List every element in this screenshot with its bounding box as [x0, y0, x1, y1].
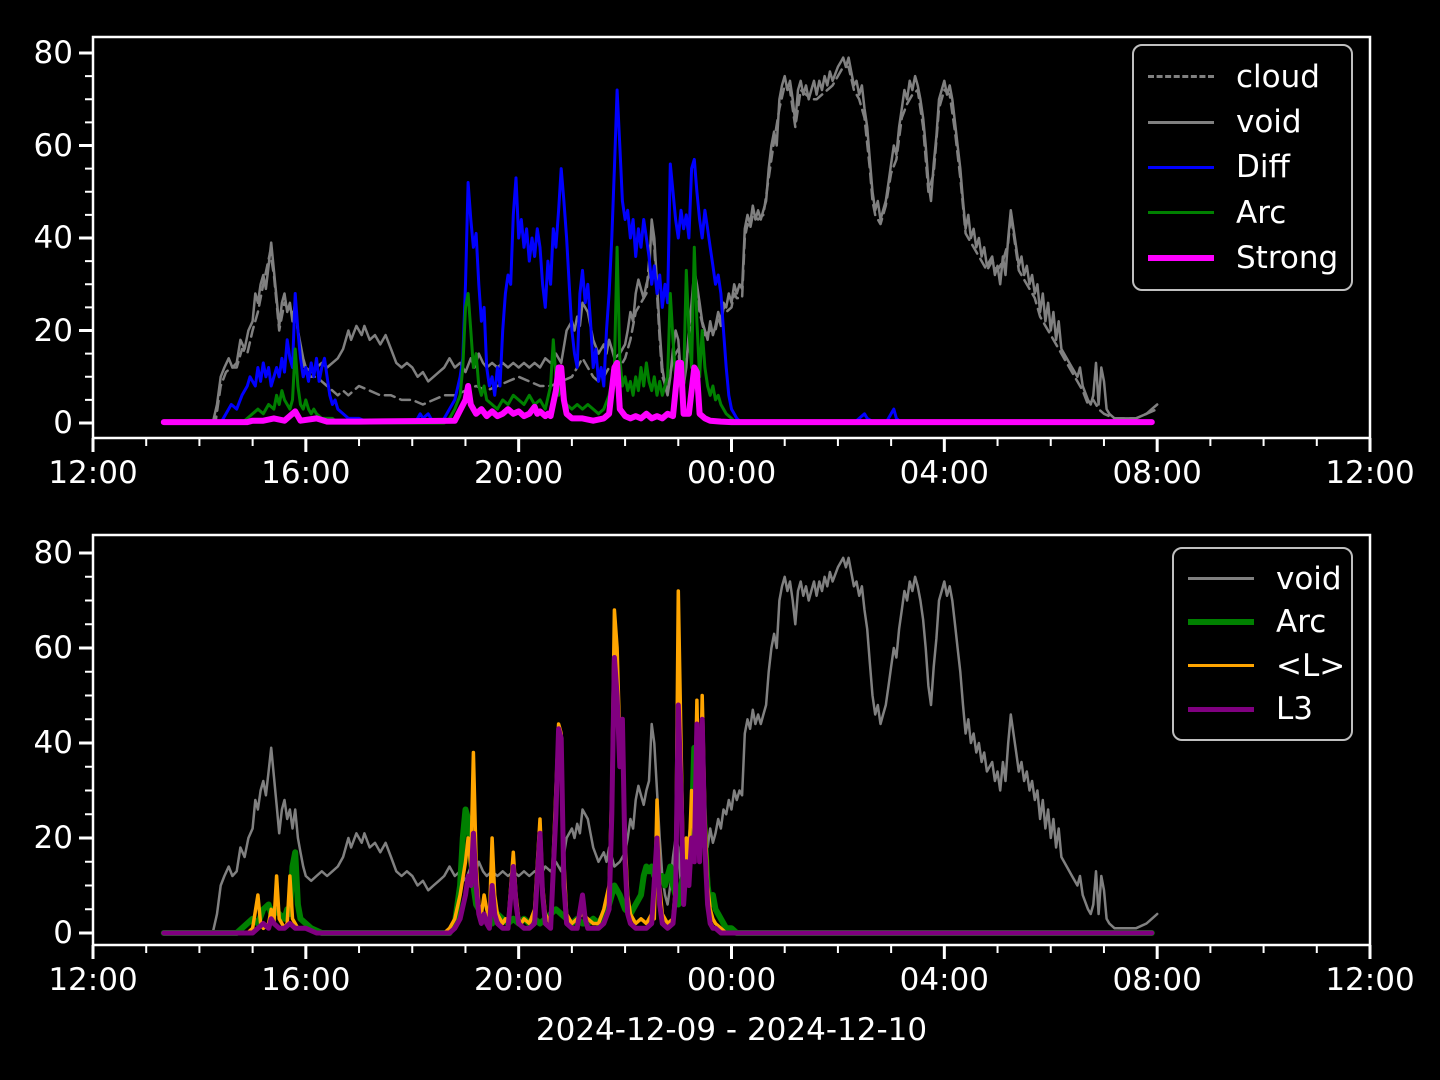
y-tick-label: 60	[33, 630, 73, 666]
cloud-line-sample	[1148, 75, 1214, 79]
x-axis-label: 2024-12-09 - 2024-12-10	[535, 1012, 928, 1048]
x-tick-label: 20:00	[473, 962, 564, 998]
x-tick-label: 04:00	[899, 962, 989, 998]
x-tick-label: 20:00	[473, 455, 564, 491]
x-tick-label: 12:00	[48, 962, 138, 998]
series-strong-chart0	[160, 359, 1155, 426]
x-tick-label: 12:00	[1325, 962, 1415, 998]
strong-line-sample	[1148, 255, 1214, 262]
legend-entry-l3: L3	[1188, 691, 1337, 727]
bottom-legend: void Arc <L> L3	[1172, 547, 1353, 741]
legend-entry-arc2: Arc	[1188, 604, 1337, 640]
legend-label-diff: Diff	[1236, 149, 1290, 186]
series-void-chart0	[162, 56, 1159, 425]
y-tick-label: 80	[33, 35, 73, 71]
legend-entry-void2: void	[1188, 561, 1342, 597]
y-tick-label: 0	[53, 405, 73, 441]
arc2-line-sample	[1188, 619, 1254, 626]
legend-label-arc: Arc	[1236, 194, 1287, 231]
legend-entry-cloud: cloud	[1148, 59, 1337, 95]
legend-entry-strong: Strong	[1148, 240, 1339, 277]
series-arc-chart0	[162, 245, 1154, 425]
legend-label-void: void	[1236, 104, 1302, 141]
diff-line-sample	[1148, 165, 1214, 169]
series-l3-chart1	[161, 655, 1155, 936]
legend-label-arc2: Arc	[1276, 604, 1327, 641]
x-tick-label: 12:00	[48, 455, 138, 491]
legend-entry-l-mean: <L>	[1188, 648, 1345, 684]
x-tick-label: 12:00	[1325, 455, 1415, 491]
legend-label-strong: Strong	[1236, 240, 1339, 277]
y-tick-label: 80	[33, 535, 73, 571]
x-tick-label: 08:00	[1112, 962, 1202, 998]
legend-label-cloud: cloud	[1236, 58, 1320, 95]
y-tick-label: 60	[33, 127, 73, 164]
arc-line-sample	[1148, 211, 1214, 215]
l-mean-line-sample	[1188, 664, 1254, 668]
legend-label-void2: void	[1276, 560, 1342, 597]
legend-label-l3: L3	[1276, 691, 1313, 728]
series-cloud-chart0	[162, 65, 1159, 425]
l3-line-sample	[1188, 706, 1254, 712]
x-tick-label: 04:00	[899, 455, 989, 491]
legend-label-l-mean: <L>	[1276, 647, 1346, 684]
x-tick-label: 16:00	[261, 455, 351, 491]
top-legend: cloud void Diff Arc Strong	[1132, 44, 1353, 291]
series-diff-chart0	[162, 88, 1154, 425]
x-tick-label: 00:00	[686, 962, 777, 998]
y-tick-label: 0	[53, 915, 73, 951]
y-tick-label: 20	[33, 820, 73, 856]
void2-line-sample	[1188, 577, 1254, 581]
legend-entry-void: void	[1148, 104, 1337, 140]
legend-entry-arc: Arc	[1148, 195, 1337, 231]
y-tick-label: 20	[33, 312, 73, 349]
legend-entry-diff: Diff	[1148, 149, 1337, 185]
x-tick-label: 08:00	[1112, 455, 1202, 491]
x-tick-label: 00:00	[686, 455, 777, 491]
x-tick-label: 16:00	[261, 962, 351, 998]
y-tick-label: 40	[33, 220, 73, 256]
y-tick-label: 40	[33, 725, 73, 761]
series-void-chart1	[162, 556, 1159, 935]
void-line-sample	[1148, 120, 1214, 124]
